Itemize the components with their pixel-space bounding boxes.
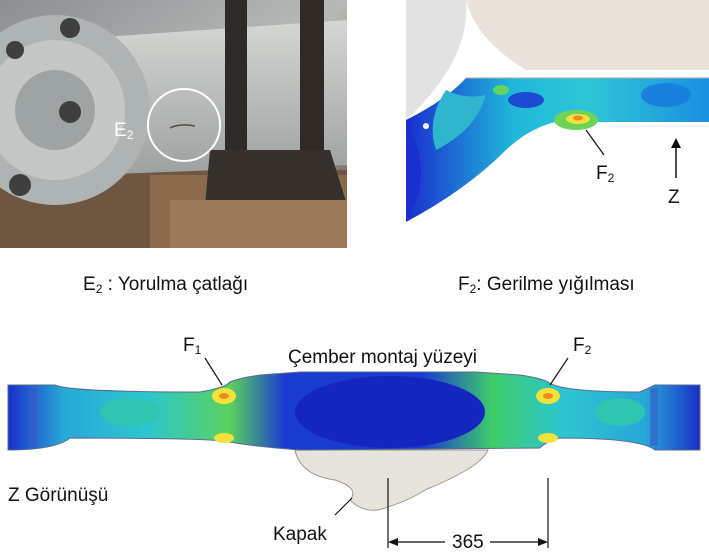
label-f1: F1 (183, 335, 202, 357)
fea-top-label-z: Z (668, 187, 680, 208)
caption-stress-concentration: F2: Gerilme yığılması (458, 274, 635, 296)
view-z-label: Z Görünüşü (8, 485, 109, 506)
dimension-label: 365 (452, 532, 484, 553)
mount-surface-label: Çember montaj yüzeyi (288, 347, 478, 368)
photo-label-e2: E2 (114, 120, 134, 142)
caption-fatigue-crack: E2 : Yorulma çatlağı (83, 274, 249, 296)
crack-circle (147, 88, 221, 162)
fea-axle-overview (7, 357, 701, 548)
fea-detail-view (406, 0, 709, 222)
label-f2: F2 (573, 335, 592, 357)
cover-label: Kapak (273, 524, 327, 545)
cover-shape (294, 449, 489, 511)
fea-top-label-f2: F2 (596, 163, 615, 185)
axle-photo (0, 0, 347, 248)
